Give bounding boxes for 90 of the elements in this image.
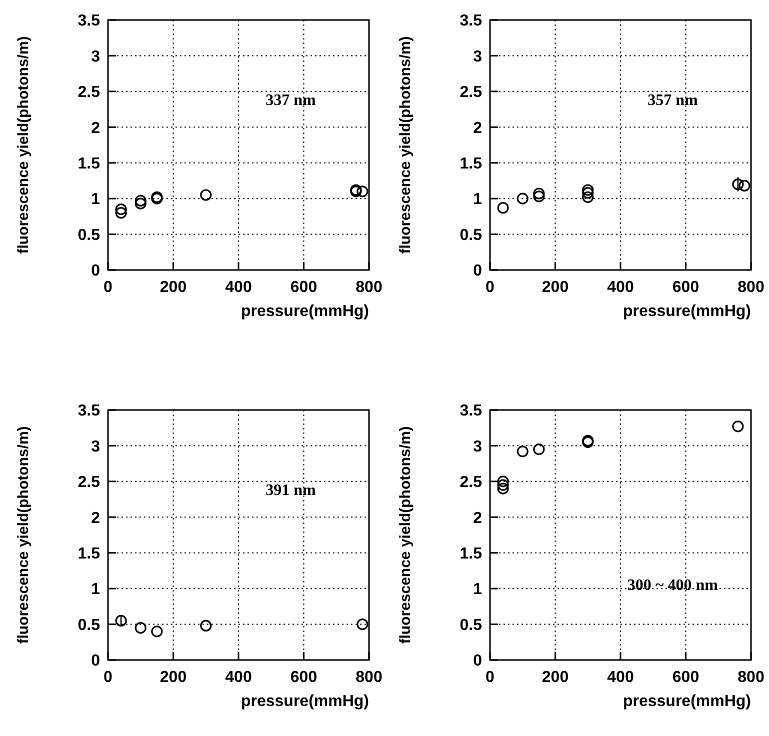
y-axis-title: fluorescence yield(photons/m) — [397, 36, 414, 254]
point — [516, 192, 528, 204]
y-tick-label: 0.5 — [78, 616, 100, 634]
annotation: 337 nm — [266, 92, 316, 109]
x-tick-label: 200 — [542, 669, 569, 686]
annotation: 300 ~ 400 nm — [627, 577, 719, 594]
x-tick-label: 800 — [738, 669, 764, 686]
x-tick-label: 800 — [356, 669, 382, 686]
x-tick-label: 0 — [104, 279, 113, 296]
y-tick-label: 3.5 — [460, 402, 482, 420]
x-axis-title: pressure(mmHg) — [240, 693, 369, 710]
y-axis-title: fluorescence yield(photons/m) — [15, 36, 32, 254]
x-axis-title: pressure(mmHg) — [622, 303, 751, 320]
x-axis-title: pressure(mmHg) — [240, 303, 369, 320]
point — [115, 203, 127, 216]
y-tick-label: 0 — [91, 262, 100, 280]
point — [738, 180, 750, 192]
y-tick-label: 2.5 — [460, 474, 482, 492]
y-tick-label: 2 — [91, 510, 100, 527]
y-tick-label: 1 — [473, 581, 482, 598]
y-tick-label: 2.5 — [78, 474, 100, 492]
point — [134, 622, 146, 634]
point — [732, 420, 744, 432]
annotation: 391 nm — [266, 482, 316, 499]
point — [582, 187, 594, 199]
y-tick-label: 2 — [473, 120, 482, 137]
y-tick-label: 0.5 — [460, 616, 482, 634]
x-tick-label: 400 — [225, 669, 252, 686]
point — [115, 207, 127, 219]
point — [533, 190, 545, 202]
point — [582, 184, 594, 196]
point — [497, 202, 509, 214]
point — [151, 626, 163, 638]
y-tick-label: 3.5 — [78, 402, 100, 420]
x-tick-label: 600 — [672, 279, 700, 296]
point — [533, 443, 545, 456]
y-tick-label: 0.5 — [78, 226, 100, 244]
y-tick-label: 2 — [91, 120, 100, 137]
point — [497, 482, 509, 494]
y-tick-label: 0 — [473, 652, 482, 670]
y-tick-label: 3 — [91, 48, 100, 66]
x-tick-label: 200 — [542, 279, 569, 296]
y-tick-label: 0.5 — [460, 226, 482, 244]
point — [533, 188, 545, 200]
y-tick-label: 1.5 — [460, 545, 482, 562]
x-tick-label: 0 — [486, 669, 495, 686]
x-tick-label: 600 — [672, 669, 700, 686]
x-tick-label: 200 — [160, 279, 187, 296]
y-axis-title: fluorescence yield(photons/m) — [15, 426, 32, 644]
point — [134, 198, 146, 210]
x-tick-label: 0 — [104, 669, 113, 686]
y-tick-label: 1.5 — [460, 155, 482, 172]
point — [200, 189, 212, 201]
y-tick-label: 2.5 — [460, 84, 482, 102]
annotation: 357 nm — [648, 92, 698, 109]
y-tick-label: 0 — [473, 262, 482, 280]
x-tick-label: 200 — [160, 669, 187, 686]
y-tick-label: 1 — [91, 191, 100, 208]
point — [732, 178, 744, 190]
point — [582, 191, 594, 203]
point — [134, 194, 146, 207]
point — [497, 479, 509, 491]
y-tick-label: 3 — [91, 438, 100, 456]
x-tick-label: 600 — [290, 669, 318, 686]
y-tick-label: 1.5 — [78, 545, 100, 562]
x-axis-title: pressure(mmHg) — [622, 693, 751, 710]
y-tick-label: 1 — [473, 191, 482, 208]
x-tick-label: 400 — [607, 279, 634, 296]
x-tick-label: 800 — [356, 279, 382, 296]
y-tick-label: 3.5 — [78, 12, 100, 30]
y-tick-label: 0 — [91, 652, 100, 670]
point — [200, 620, 212, 632]
point — [356, 186, 368, 198]
point — [497, 476, 509, 488]
x-tick-label: 400 — [225, 279, 252, 296]
y-tick-label: 2 — [473, 510, 482, 527]
y-tick-label: 3 — [473, 48, 482, 66]
y-tick-label: 1.5 — [78, 155, 100, 172]
x-tick-label: 600 — [290, 279, 318, 296]
y-tick-label: 1 — [91, 581, 100, 598]
point — [115, 614, 127, 627]
y-tick-label: 3.5 — [460, 12, 482, 30]
y-tick-label: 3 — [473, 438, 482, 456]
x-tick-label: 0 — [486, 279, 495, 296]
y-tick-label: 2.5 — [78, 84, 100, 102]
point — [356, 618, 368, 630]
y-axis-title: fluorescence yield(photons/m) — [397, 426, 414, 644]
point — [516, 446, 528, 458]
x-tick-label: 400 — [607, 669, 634, 686]
x-tick-label: 800 — [738, 279, 764, 296]
